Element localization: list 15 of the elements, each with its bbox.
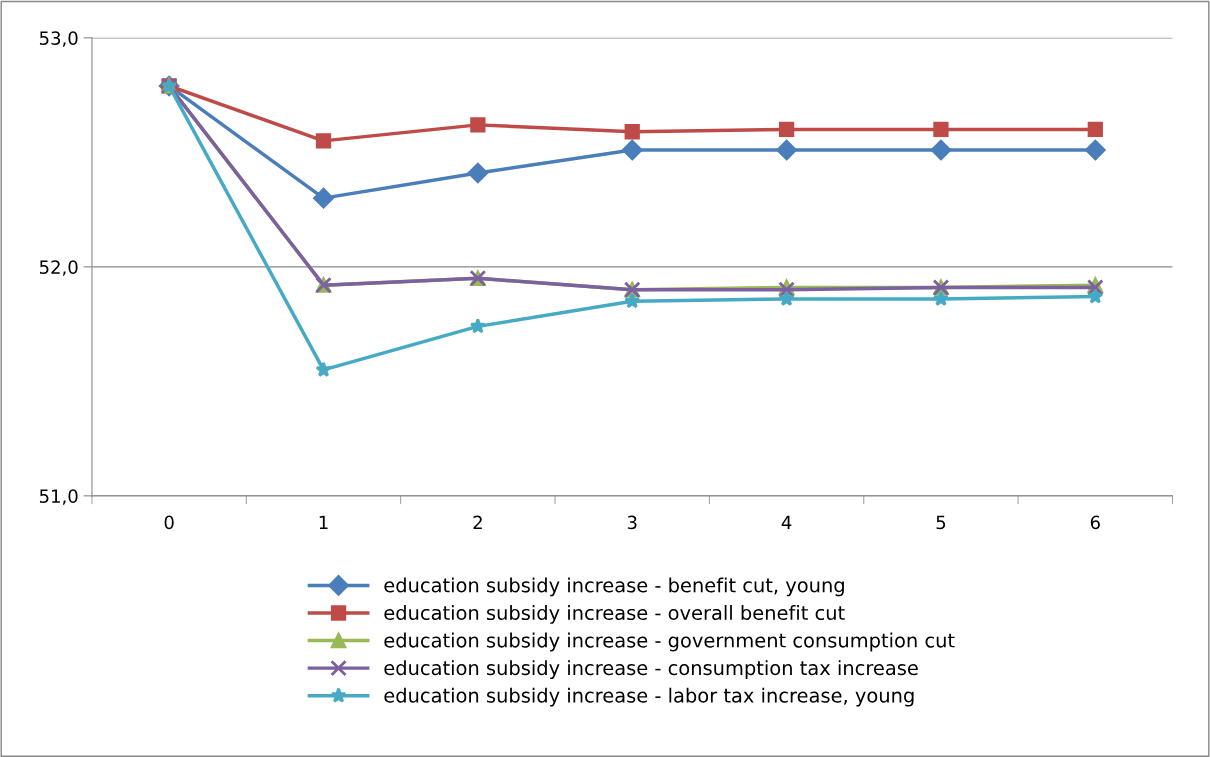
legend-label: education subsidy increase - labor tax increase, young xyxy=(384,687,914,707)
legend-label: education subsidy increase - overall benefit cut xyxy=(384,605,845,624)
y-tick-label: 53,0 xyxy=(39,31,78,47)
legend-label: education subsidy increase - benefit cut, young xyxy=(384,577,844,597)
x-tick-label: 5 xyxy=(936,515,946,530)
y-tick-label: 51,0 xyxy=(39,489,78,505)
x-tick-label: 0 xyxy=(164,515,174,530)
legend-label: education subsidy increase - consumption tax increase xyxy=(384,660,918,679)
x-tick-label: 4 xyxy=(781,515,792,529)
x-tick-label: 1 xyxy=(319,515,328,529)
x-tick-label: 6 xyxy=(1090,515,1100,530)
x-tick-label: 3 xyxy=(627,515,637,530)
x-tick-label: 2 xyxy=(473,515,482,529)
y-tick-label: 52,0 xyxy=(39,260,78,276)
legend-label: education subsidy increase - government consumption cut xyxy=(384,632,955,652)
